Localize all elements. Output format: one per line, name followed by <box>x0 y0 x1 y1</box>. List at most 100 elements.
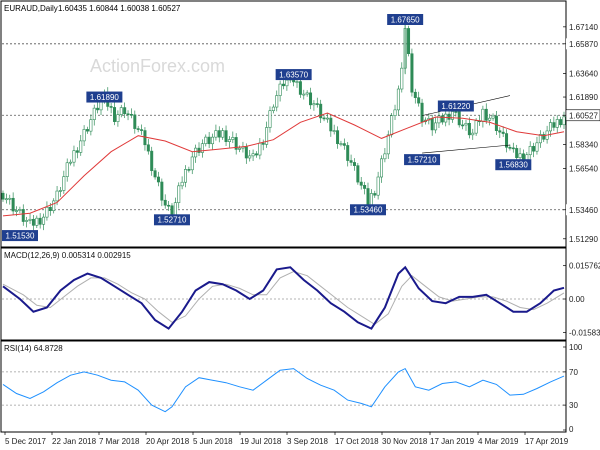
candle-body <box>55 190 59 202</box>
candle-body <box>238 147 242 150</box>
price-annotation-label: 1.52710 <box>158 216 187 225</box>
candle-body <box>133 114 137 129</box>
price-tick-label: 1.67140 <box>569 23 598 32</box>
candle-body <box>548 122 552 132</box>
candle-body <box>559 119 563 126</box>
candle-body <box>119 107 123 115</box>
candle-body <box>268 110 272 128</box>
candle-body <box>322 117 326 120</box>
candle-body <box>248 155 252 159</box>
candle-body <box>123 107 127 115</box>
candle-body <box>309 92 313 106</box>
candle-body <box>150 150 154 171</box>
candle-body <box>373 193 377 196</box>
candle-body <box>85 129 89 132</box>
candle-body <box>89 119 93 132</box>
candle-body <box>116 114 120 122</box>
candle-body <box>380 158 384 178</box>
x-tick-label: 5 Dec 2017 <box>5 437 46 446</box>
price-panel: EURAUD,Daily 1.60435 1.60844 1.60038 1.6… <box>0 0 600 248</box>
candle-body <box>194 147 198 158</box>
candle-body <box>156 176 160 183</box>
channel-lower <box>422 144 510 154</box>
symbol-header: EURAUD,Daily <box>4 4 58 13</box>
candle-body <box>265 127 269 145</box>
candle-body <box>562 116 566 126</box>
candle-body <box>58 190 62 192</box>
candle-body <box>376 176 380 196</box>
candle-body <box>501 131 505 134</box>
candle-body <box>136 128 140 130</box>
ohlc-header: 1.60435 1.60844 1.60038 1.60527 <box>58 4 181 13</box>
x-tick-label: 19 Jul 2018 <box>240 437 282 446</box>
candle-body <box>234 137 238 150</box>
candle-body <box>38 217 42 225</box>
candle-body <box>1 192 5 200</box>
candle-body <box>518 153 522 159</box>
price-annotation-box <box>495 159 532 171</box>
candle-body <box>484 108 488 121</box>
price-tick-label: 1.56540 <box>569 165 598 174</box>
candle-body <box>224 130 228 143</box>
rsi-tick-label: 0 <box>569 425 574 434</box>
price-annotation-label: 1.61890 <box>90 93 119 102</box>
candle-body <box>363 184 367 189</box>
candle-body <box>471 132 475 136</box>
candle-body <box>254 153 258 156</box>
watermark: ActionForex.com <box>90 56 225 76</box>
candle-body <box>214 130 218 138</box>
candle-body <box>505 133 509 148</box>
candle-body <box>190 156 194 171</box>
candle-body <box>221 130 225 138</box>
candle-body <box>474 120 478 134</box>
candle-body <box>464 122 468 126</box>
price-axis-box <box>566 204 600 216</box>
price-annotation-label: 1.56830 <box>499 161 528 170</box>
price-annotation-box <box>437 100 474 112</box>
candle-body <box>498 130 502 133</box>
candle-body <box>390 115 394 136</box>
candle-body <box>298 81 302 95</box>
candle-body <box>342 143 346 146</box>
candle-body <box>153 170 157 178</box>
candle-body <box>4 198 8 201</box>
price-annotation-label: 1.53460 <box>354 206 383 215</box>
x-tick-label: 20 Apr 2018 <box>146 437 190 446</box>
price-annotation-label: 1.51530 <box>6 231 35 240</box>
candle-body <box>35 217 39 226</box>
candle-body <box>532 146 536 152</box>
candle-body <box>440 115 444 123</box>
candle-body <box>346 145 350 161</box>
candle-body <box>295 81 299 83</box>
rsi-tick-label: 100 <box>569 343 583 352</box>
candle-body <box>383 153 387 160</box>
candle-body <box>227 139 231 143</box>
candle-body <box>491 115 495 119</box>
candle-body <box>447 113 451 120</box>
price-tick-label: 1.63640 <box>569 70 598 79</box>
candle-body <box>25 220 29 222</box>
x-tick-label: 4 Mar 2019 <box>478 437 519 446</box>
candle-body <box>515 148 519 159</box>
x-tick-label: 3 Sep 2018 <box>287 437 328 446</box>
candle-body <box>69 161 73 164</box>
candle-body <box>167 204 171 207</box>
candle-body <box>217 130 221 138</box>
x-tick-label: 7 Mar 2018 <box>99 437 140 446</box>
candle-body <box>15 210 19 212</box>
candle-body <box>386 134 390 155</box>
candle-body <box>407 28 411 55</box>
candle-body <box>11 197 15 212</box>
candle-body <box>261 142 265 145</box>
macd-tick-label: 0.00 <box>569 295 585 304</box>
price-annotation-label: 1.61220 <box>441 102 470 111</box>
candle-body <box>8 197 12 200</box>
price-annotation-box <box>153 214 190 226</box>
candle-body <box>356 165 360 183</box>
price-tick-label: 1.65870 <box>569 40 598 49</box>
price-tick-label: 1.61890 <box>569 93 598 102</box>
candle-body <box>92 107 96 120</box>
price-annotation-box <box>275 69 312 81</box>
candle-body <box>126 113 130 116</box>
rsi-panel: RSI(14) 64.8728 100 70 30 0 <box>0 340 583 434</box>
